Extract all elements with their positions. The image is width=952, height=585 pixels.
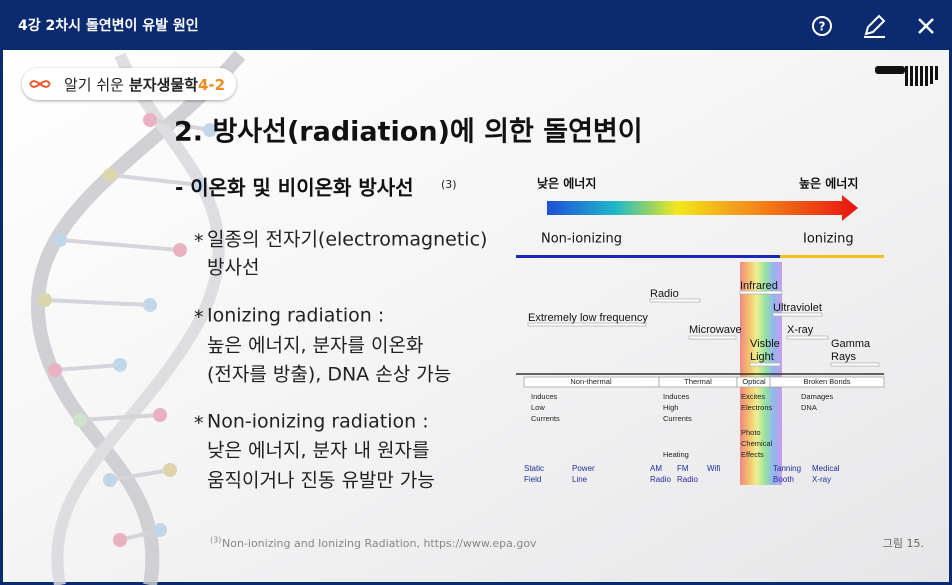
footnote-ref: (3) bbox=[210, 536, 221, 545]
logo-light: 알기 쉬운 bbox=[64, 76, 124, 94]
effect-header-cells bbox=[523, 376, 885, 388]
source-text: Line bbox=[572, 475, 588, 484]
source-text: Booth bbox=[773, 475, 794, 484]
band-label: Infrared bbox=[740, 280, 778, 292]
band-bar bbox=[786, 335, 829, 340]
ionizing-range bbox=[780, 255, 884, 258]
effect-text: Electrons bbox=[741, 403, 773, 412]
source-text: Radio bbox=[677, 475, 698, 484]
help-icon[interactable]: ? bbox=[819, 20, 826, 34]
band-label: Gamma bbox=[831, 338, 871, 350]
source-text: FM bbox=[677, 464, 689, 473]
header-title: 4강 2차시 돌연변이 유발 원인 bbox=[18, 17, 199, 34]
ionizing-label: Ionizing bbox=[803, 232, 854, 247]
band-bar bbox=[527, 322, 647, 327]
band-bar bbox=[772, 312, 823, 317]
course-logo: 알기 쉬운 분자생물학4-2 bbox=[22, 68, 236, 100]
band-label: Microwave bbox=[689, 324, 742, 336]
energy-arrow bbox=[547, 195, 858, 221]
effect-header: Thermal bbox=[684, 377, 712, 386]
effect-header: Broken Bonds bbox=[803, 377, 850, 386]
effect-text: Effects bbox=[741, 450, 764, 459]
band-label: Ultraviolet bbox=[773, 302, 822, 314]
dna-decoration bbox=[31, 50, 246, 585]
low-energy-label: 낮은 에너지 bbox=[537, 176, 596, 191]
source-text: Radio bbox=[650, 475, 671, 484]
band-bar bbox=[688, 335, 737, 340]
effect-text: High bbox=[663, 403, 678, 412]
bullet-line: (전자를 방출), DNA 손상 가능 bbox=[207, 364, 451, 386]
band-bar bbox=[749, 362, 781, 367]
bullet-marker: * bbox=[194, 231, 204, 253]
non-ionizing-range bbox=[516, 255, 780, 258]
bullet-line: 방사선 bbox=[207, 257, 259, 279]
logo-bold: 분자생물학 bbox=[129, 76, 198, 94]
non-ionizing-label: Non-ionizing bbox=[541, 232, 622, 247]
help-button[interactable]: ? bbox=[812, 16, 832, 36]
figure-caption: 그림 15. bbox=[883, 537, 924, 550]
band-bar bbox=[649, 298, 701, 303]
slide-subtitle: - 이온화 및 비이온화 방사선 bbox=[175, 176, 414, 200]
effect-text: Low bbox=[531, 403, 545, 412]
band-label: Visble bbox=[750, 338, 780, 350]
bullet-line: 일종의 전자기(electromagnetic) bbox=[207, 229, 487, 251]
source-text: Power bbox=[572, 464, 595, 473]
spectrum-figure: 낮은 에너지 높은 에너지 Non-ionizing Ionizing Radi… bbox=[516, 176, 885, 485]
source-text: Tanning bbox=[773, 464, 801, 473]
bullet-line: 높은 에너지, 분자를 이온화 bbox=[207, 335, 423, 357]
source-text: AM bbox=[650, 464, 662, 473]
effect-text: Currents bbox=[663, 414, 692, 423]
bullet-line: Ionizing radiation : bbox=[207, 305, 384, 327]
source-text: Field bbox=[524, 475, 541, 484]
source-text: Medical bbox=[812, 464, 840, 473]
brand-mark bbox=[875, 66, 938, 86]
bullet-line: 움직이거나 진동 유발만 가능 bbox=[207, 470, 435, 492]
effect-text: DNA bbox=[801, 403, 817, 412]
effect-header: Non-thermal bbox=[570, 377, 612, 386]
effect-text: Excites bbox=[741, 392, 765, 401]
footnote: Non-ionizing and Ionizing Radiation, htt… bbox=[222, 537, 537, 550]
band-label: Light bbox=[750, 351, 774, 363]
bullet-list: * 일종의 전자기(electromagnetic) 방사선 * Ionizin… bbox=[194, 229, 487, 492]
band-bar bbox=[830, 362, 880, 367]
effect-text: Heating bbox=[663, 450, 689, 459]
effect-text: Currents bbox=[531, 414, 560, 423]
bullet-line: Non-ionizing radiation : bbox=[207, 411, 429, 433]
bullet-marker: * bbox=[194, 413, 204, 435]
band-label: Radio bbox=[650, 288, 679, 300]
logo-text: 알기 쉬운 분자생물학4-2 bbox=[64, 76, 225, 94]
bullet-marker: * bbox=[194, 307, 204, 329]
band-label: Extremely low frequency bbox=[528, 312, 648, 324]
bullet-line: 낮은 에너지, 분자 내 원자를 bbox=[207, 440, 429, 462]
source-text: Static bbox=[524, 464, 544, 473]
high-energy-label: 높은 에너지 bbox=[799, 176, 858, 191]
slide-title: 2. 방사선(radiation)에 의한 돌연변이 bbox=[174, 117, 643, 148]
source-text: Wifi bbox=[707, 464, 721, 473]
subtitle-ref: (3) bbox=[441, 178, 457, 191]
effect-text: Chemical bbox=[741, 439, 773, 448]
band-label: Rays bbox=[831, 351, 857, 363]
band-label: X-ray bbox=[787, 324, 814, 336]
effect-text: Damages bbox=[801, 392, 833, 401]
effect-text: Induces bbox=[531, 392, 558, 401]
close-button[interactable] bbox=[918, 18, 934, 34]
effect-text: Photo bbox=[741, 428, 761, 437]
effect-header: Optical bbox=[742, 377, 766, 386]
effect-text: Induces bbox=[663, 392, 690, 401]
logo-number: 4-2 bbox=[198, 76, 225, 94]
source-text: X-ray bbox=[812, 475, 831, 484]
band-bar bbox=[739, 290, 783, 295]
edit-button[interactable] bbox=[864, 14, 886, 38]
